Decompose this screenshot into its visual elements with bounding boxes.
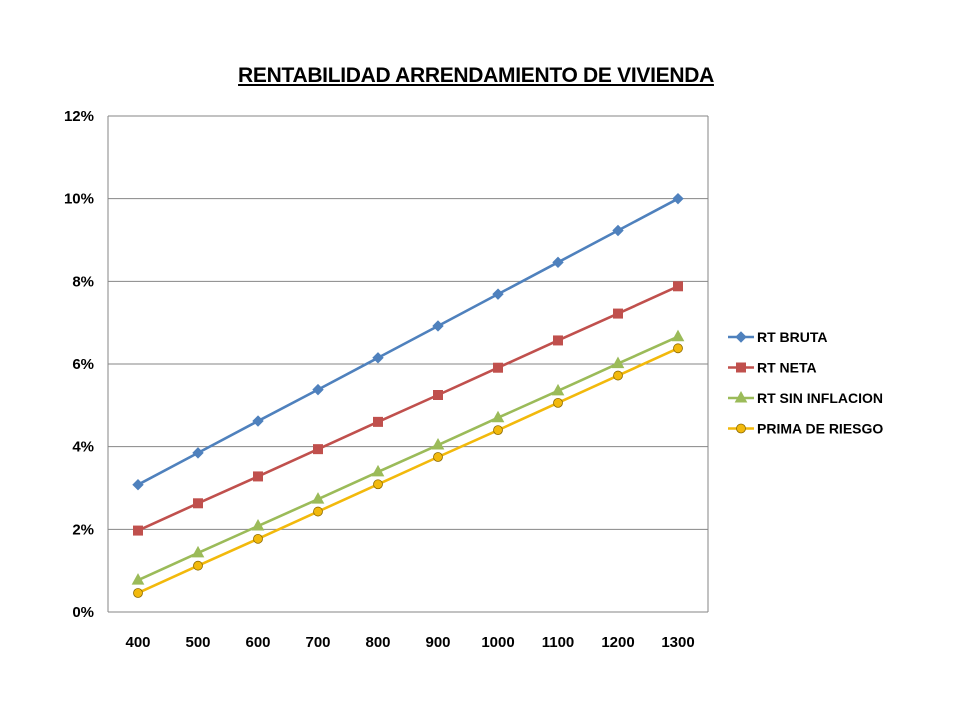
data-point-marker [551,383,565,396]
legend-item: PRIMA DE RIESGO [728,421,883,437]
data-point-marker [253,471,263,482]
data-point-marker [372,352,384,364]
y-tick-label: 0% [72,604,94,621]
data-point-marker [553,335,563,346]
data-point-marker [736,423,746,434]
series-line [137,335,679,582]
data-point-marker [491,410,505,423]
series-line [137,197,679,486]
legend-label: RT SIN INFLACION [757,390,883,406]
data-point-marker [735,331,747,343]
series-rt-bruta [132,192,684,491]
legend-label: RT NETA [757,360,817,376]
data-point-marker [193,498,203,509]
data-point-marker [736,362,746,373]
data-point-marker [553,397,563,408]
y-tick-label: 12% [64,108,94,125]
x-tick-label: 700 [305,634,330,651]
data-point-marker [251,518,265,531]
series-line [137,285,679,532]
y-tick-label: 10% [64,191,94,208]
data-point-marker [613,370,623,381]
data-point-marker [673,281,683,292]
series-rt-sin-inflacion [131,329,685,585]
data-point-marker [734,390,748,403]
data-point-marker [131,573,145,585]
data-point-marker [493,362,503,373]
data-point-marker [193,560,203,571]
y-tick-label: 2% [72,521,94,538]
x-tick-label: 1300 [661,634,694,651]
data-point-marker [312,383,324,396]
data-point-marker [611,356,625,369]
x-tick-label: 500 [185,634,210,651]
x-tick-label: 1000 [481,634,514,651]
data-point-marker [191,545,205,558]
data-point-marker [673,343,683,354]
data-point-marker [613,308,623,319]
data-point-marker [252,415,264,427]
data-point-marker [313,444,323,455]
data-point-marker [373,416,383,427]
chart-title: RENTABILIDAD ARRENDAMIENTO DE VIVIENDA [238,64,714,87]
data-point-marker [192,447,204,459]
legend-label: RT BRUTA [757,329,828,345]
series-rt-neta [133,281,683,536]
data-point-marker [492,288,504,300]
legend-label: PRIMA DE RIESGO [757,421,883,437]
legend-item: RT SIN INFLACION [728,390,883,406]
data-point-marker [672,192,684,205]
x-axis-tick-labels: 400 500 600 700 800 900 1000 1100 1200 1300 [125,634,694,651]
series-layer [131,192,685,598]
data-point-marker [371,464,385,477]
data-point-marker [313,506,323,517]
data-point-marker [431,437,445,450]
data-point-marker [433,390,443,400]
legend-item: RT NETA [728,360,817,376]
data-point-marker [671,329,685,342]
y-tick-label: 4% [72,439,94,456]
data-point-marker [612,224,624,237]
y-tick-label: 6% [72,356,94,373]
x-tick-label: 400 [125,634,150,651]
x-tick-label: 900 [425,634,450,651]
x-tick-label: 600 [245,634,270,651]
x-tick-label: 1200 [601,634,634,651]
data-point-marker [552,256,564,269]
x-tick-label: 1100 [542,634,575,651]
data-point-marker [133,588,143,598]
data-point-marker [432,320,444,332]
series-line [137,347,679,595]
data-point-marker [433,452,443,462]
legend-item: RT BRUTA [728,329,828,345]
data-point-marker [373,479,383,490]
legend: RT BRUTA RT NETA RT SIN INFLACION PRIMA DE … [728,329,883,437]
data-point-marker [253,533,263,544]
data-point-marker [132,478,144,491]
gridlines [108,115,708,530]
x-tick-label: 800 [365,634,390,651]
y-axis-tick-labels: 0% 2% 4% 6% 8% 10% 12% [64,108,94,621]
series-prima-de-riesgo [133,343,683,598]
axes [107,116,709,613]
data-point-marker [493,425,503,436]
data-point-marker [133,525,143,536]
y-tick-label: 8% [72,273,94,290]
data-point-marker [311,492,325,504]
